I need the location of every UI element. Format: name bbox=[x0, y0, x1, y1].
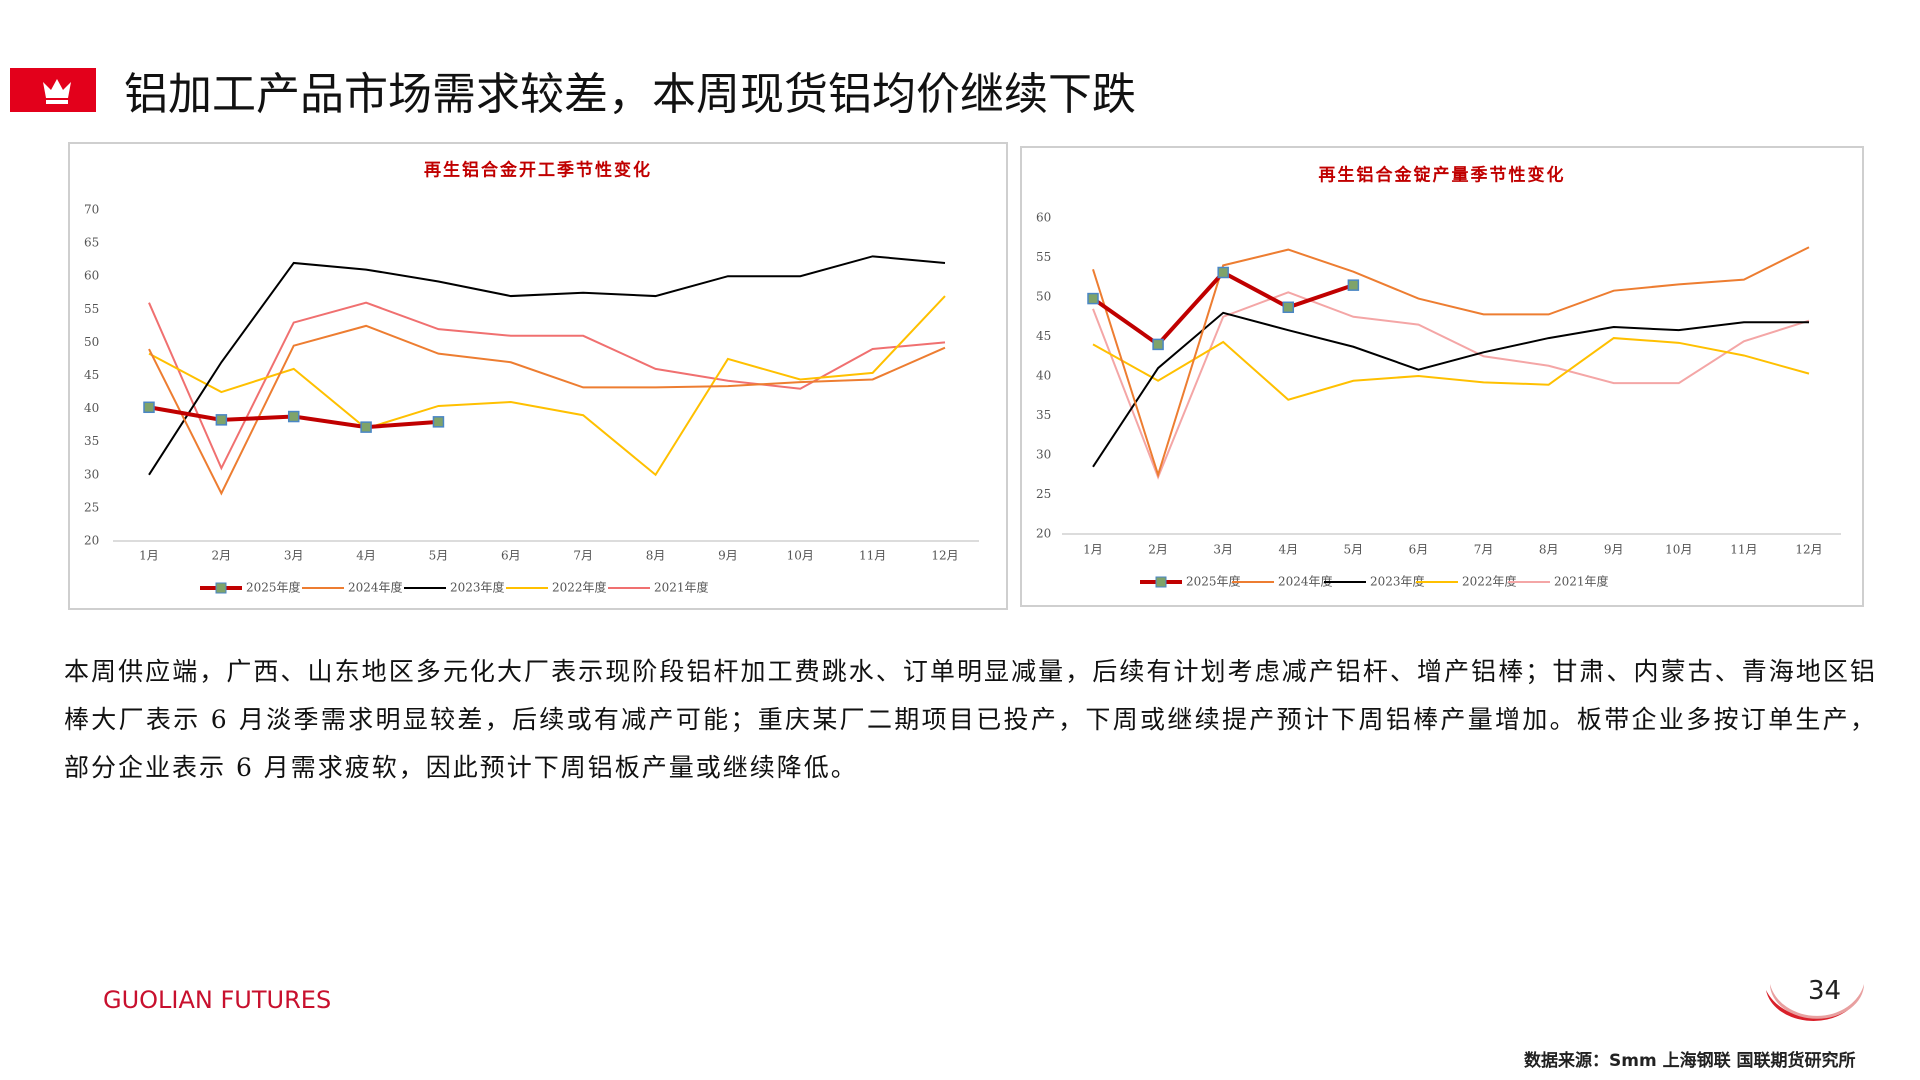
x-tick-label: 4月 bbox=[356, 549, 376, 563]
x-tick-label: 3月 bbox=[1213, 543, 1233, 557]
legend-marker bbox=[215, 582, 227, 594]
chart-title: 再生铝合金锭产量季节性变化 bbox=[1319, 165, 1566, 186]
x-tick-label: 7月 bbox=[573, 549, 593, 563]
chart: 再生铝合金锭产量季节性变化 20 25 30 35 40 45 50 55 60 1月 2月 3月 4月 5… bbox=[1036, 165, 1841, 589]
x-tick-label: 12月 bbox=[1795, 543, 1822, 557]
x-tick-label: 10月 bbox=[1665, 543, 1692, 557]
y-tick-label: 20 bbox=[84, 534, 99, 548]
y-tick-label: 50 bbox=[84, 335, 99, 349]
series-line bbox=[1092, 291, 1810, 480]
y-tick-label: 60 bbox=[1036, 211, 1051, 225]
x-tick-label: 2月 bbox=[1148, 543, 1168, 557]
x-tick-label: 4月 bbox=[1278, 543, 1298, 557]
body-text: 本周供应端，广西、山东地区多元化大厂表示现阶段铝杆加工费跳水、订单明显减量，后续… bbox=[64, 657, 1877, 782]
x-tick-label: 7月 bbox=[1474, 543, 1494, 557]
page-decoration bbox=[1766, 984, 1864, 1021]
legend-label: 2025年度 bbox=[246, 580, 301, 595]
y-tick-label: 60 bbox=[84, 269, 99, 283]
x-tick-label: 10月 bbox=[787, 549, 814, 563]
legend-label: 2025年度 bbox=[1186, 574, 1241, 589]
series-line bbox=[1092, 311, 1809, 468]
series-line bbox=[148, 255, 946, 476]
y-tick-label: 55 bbox=[84, 302, 99, 316]
y-tick-label: 25 bbox=[1036, 487, 1051, 501]
page-number: 34 bbox=[1808, 976, 1842, 1006]
x-tick-label: 5月 bbox=[1344, 543, 1364, 557]
header-badge bbox=[10, 68, 96, 112]
slide-title: 铝加工产品市场需求较差，本周现货铝均价继续下跌 bbox=[124, 69, 1136, 120]
series-line bbox=[1092, 337, 1810, 401]
y-tick-label: 40 bbox=[1036, 369, 1051, 383]
x-tick-label: 8月 bbox=[1539, 543, 1559, 557]
chart-title: 再生铝合金开工季节性变化 bbox=[424, 160, 652, 181]
source-note: 数据来源：Smm 上海钢联 国联期货研究所 bbox=[1524, 1051, 1856, 1071]
y-tick-label: 35 bbox=[84, 434, 99, 448]
x-tick-label: 1月 bbox=[1083, 543, 1103, 557]
data-marker bbox=[143, 401, 155, 414]
legend-marker bbox=[1155, 576, 1167, 588]
x-tick-label: 1月 bbox=[139, 549, 159, 563]
x-tick-label: 3月 bbox=[284, 549, 304, 563]
y-tick-label: 70 bbox=[84, 203, 99, 217]
legend-label: 2022年度 bbox=[1462, 574, 1517, 589]
y-tick-label: 30 bbox=[1036, 448, 1051, 462]
y-tick-label: 55 bbox=[1036, 250, 1051, 264]
legend-label: 2021年度 bbox=[1554, 574, 1609, 589]
y-tick-label: 35 bbox=[1036, 408, 1051, 422]
legend-label: 2024年度 bbox=[1278, 574, 1333, 589]
legend-label: 2022年度 bbox=[552, 580, 607, 595]
x-tick-label: 9月 bbox=[718, 549, 738, 563]
legend-label: 2024年度 bbox=[348, 580, 403, 595]
data-marker bbox=[1217, 266, 1229, 279]
series-line bbox=[1091, 270, 1355, 348]
y-tick-label: 30 bbox=[84, 467, 99, 481]
y-tick-label: 25 bbox=[84, 500, 99, 514]
series-line bbox=[148, 301, 946, 471]
brand: GUOLIAN FUTURES bbox=[103, 986, 332, 1014]
data-marker bbox=[1282, 301, 1295, 314]
x-tick-label: 11月 bbox=[1730, 543, 1757, 557]
x-tick-label: 12月 bbox=[931, 549, 958, 563]
data-marker bbox=[287, 410, 300, 423]
chart-panel: 再生铝合金开工季节性变化 20 25 30 35 40 45 50 55 60 65 70 1月 2月 3月… bbox=[68, 142, 1008, 610]
y-tick-label: 40 bbox=[84, 401, 99, 415]
chart-panel: 再生铝合金锭产量季节性变化 20 25 30 35 40 45 50 55 60 1月 2月 3月 4月 5… bbox=[1020, 146, 1864, 607]
x-tick-label: 5月 bbox=[429, 549, 449, 563]
y-tick-label: 20 bbox=[1036, 527, 1051, 541]
data-marker bbox=[1152, 338, 1164, 351]
data-marker bbox=[360, 421, 372, 433]
data-marker bbox=[1087, 292, 1099, 305]
y-tick-label: 45 bbox=[1036, 329, 1051, 343]
legend-label: 2021年度 bbox=[654, 580, 709, 595]
x-tick-label: 11月 bbox=[859, 549, 886, 563]
x-tick-label: 6月 bbox=[1409, 543, 1429, 557]
chart: 再生铝合金开工季节性变化 20 25 30 35 40 45 50 55 60 65 70 1月 2月 3月… bbox=[84, 160, 979, 595]
series-line bbox=[1092, 246, 1810, 479]
x-tick-label: 8月 bbox=[646, 549, 666, 563]
x-tick-label: 6月 bbox=[501, 549, 521, 563]
legend-label: 2023年度 bbox=[450, 580, 505, 595]
series-line bbox=[148, 295, 946, 477]
x-tick-label: 2月 bbox=[212, 549, 232, 563]
y-tick-label: 45 bbox=[84, 368, 99, 382]
y-tick-label: 65 bbox=[84, 236, 99, 250]
data-marker bbox=[215, 414, 228, 426]
legend-label: 2023年度 bbox=[1370, 574, 1425, 589]
x-tick-label: 9月 bbox=[1604, 543, 1624, 557]
y-tick-label: 50 bbox=[1036, 290, 1051, 304]
series-line bbox=[148, 324, 946, 496]
data-marker bbox=[1347, 279, 1360, 291]
data-marker bbox=[432, 416, 445, 428]
